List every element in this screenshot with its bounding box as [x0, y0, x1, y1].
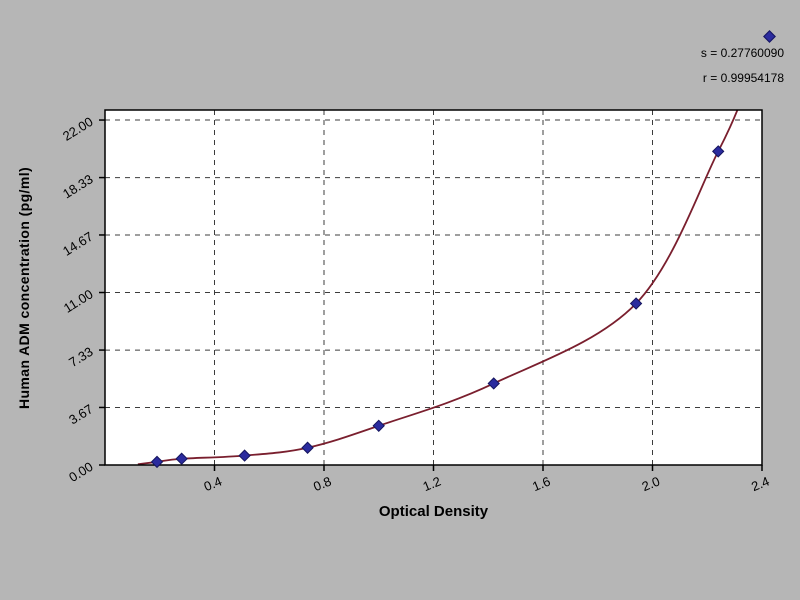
plot-area [105, 110, 762, 465]
x-tick-label: 2.4 [749, 473, 771, 494]
fit-curve [137, 110, 739, 465]
data-point [238, 449, 251, 462]
data-point [150, 455, 164, 469]
data-point [711, 145, 725, 158]
x-tick-label: 2.0 [640, 473, 662, 494]
x-tick-label: 0.8 [311, 473, 333, 494]
fit-r-value: r = 0.99954178 [702, 71, 784, 85]
x-tick-label: 1.2 [421, 473, 443, 494]
y-tick-label: 0.00 [66, 459, 95, 485]
x-axis-title: Optical Density [378, 503, 489, 520]
data-point [175, 452, 188, 465]
data-point [301, 441, 314, 454]
data-point [629, 297, 643, 310]
y-tick-label: 22.00 [60, 114, 96, 144]
fit-s-value: s = 0.27760090 [700, 46, 784, 60]
y-tick-label: 14.67 [60, 229, 96, 259]
x-tick-label: 1.6 [530, 473, 552, 494]
y-tick-label: 7.33 [66, 344, 95, 370]
data-point [487, 377, 500, 390]
x-tick-label: 0.4 [202, 473, 224, 494]
y-tick-label: 11.00 [61, 286, 96, 315]
fit-statistics: s = 0.27760090 r = 0.99954178 [701, 46, 784, 96]
data-point [372, 419, 385, 433]
y-tick-label: 3.67 [66, 401, 95, 427]
y-tick-label: 18.33 [60, 171, 96, 201]
